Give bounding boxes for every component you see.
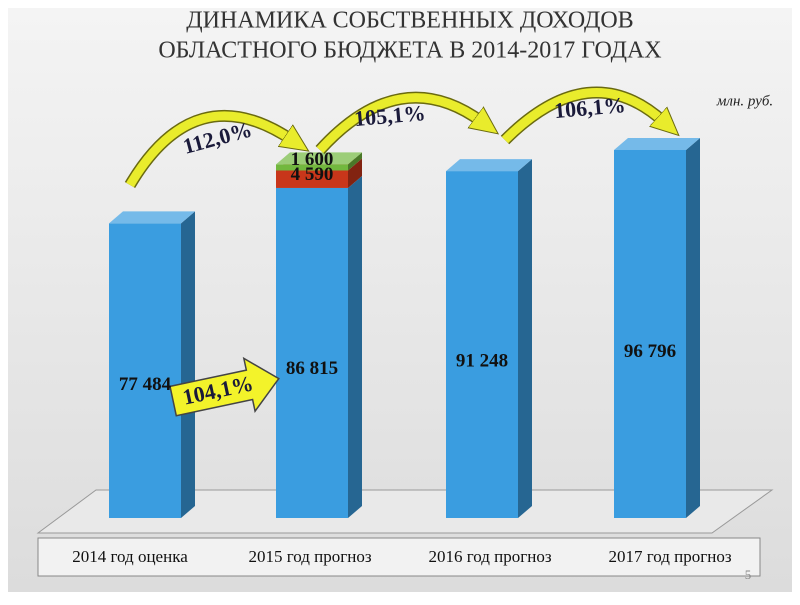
- floor: [36, 489, 774, 534]
- value-label: 1 600: [291, 149, 334, 170]
- bar: [614, 138, 700, 518]
- x-tick-label: 2016 год прогноз: [428, 547, 551, 566]
- annotation: 105,1%: [353, 100, 426, 131]
- bar: [276, 175, 362, 518]
- bar: [109, 211, 195, 519]
- arrow: [501, 88, 664, 144]
- bar-front: [109, 223, 181, 519]
- bar-front: [614, 150, 686, 518]
- bar-front: [276, 164, 348, 171]
- value-label: 86 815: [286, 358, 338, 379]
- growth-arrows: 104,1% 112,0% 105,1% 106,1%: [124, 86, 664, 417]
- arrow: [316, 93, 482, 154]
- bar-front: [276, 170, 348, 188]
- bar-side: [181, 211, 195, 519]
- bar-top: [614, 138, 700, 150]
- x-tick-label: 2015 год прогноз: [248, 547, 371, 566]
- category-axis-box: [37, 537, 761, 577]
- value-label: 96 796: [624, 341, 676, 362]
- value-label: 77 484: [119, 374, 172, 395]
- bar-top: [276, 152, 362, 165]
- bar-side: [348, 158, 362, 188]
- title: ДИНАМИКА СОБСТВЕННЫХ ДОХОДОВ: [186, 8, 633, 34]
- bar-side: [686, 138, 700, 518]
- unit-label: млн. руб.: [716, 93, 773, 109]
- bar-front: [276, 187, 348, 518]
- title: ОБЛАСТНОГО БЮДЖЕТА В 2014-2017 ГОДАХ: [158, 38, 661, 64]
- annotation: 106,1%: [553, 92, 626, 123]
- arrow-shape: [169, 356, 280, 417]
- value-label: 91 248: [456, 350, 508, 371]
- bar-top: [109, 211, 195, 224]
- bar: [276, 152, 362, 171]
- x-tick-label: 2014 год оценка: [72, 547, 188, 566]
- bars: [109, 138, 700, 519]
- x-tick-label: 2017 год прогноз: [608, 547, 731, 566]
- bar-side: [348, 152, 362, 171]
- bar-side: [518, 159, 532, 518]
- bar-top: [446, 159, 532, 172]
- bar-front: [446, 171, 518, 518]
- arrow: [126, 111, 292, 188]
- bar-side: [348, 175, 362, 518]
- bar: [446, 159, 532, 518]
- page-number: 5: [745, 567, 752, 582]
- value-label: 4 590: [291, 164, 334, 185]
